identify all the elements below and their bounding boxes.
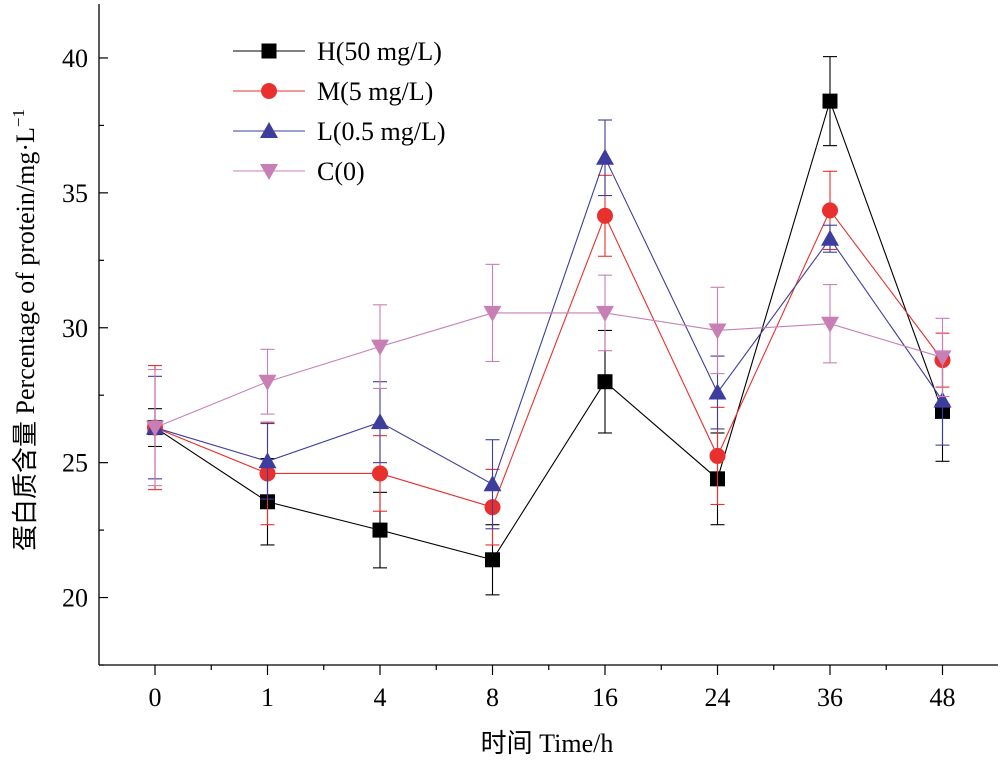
- data-point-m-5-mg-l-24: [709, 447, 726, 464]
- x-axis: 0 1 4 8 16 24 36 48: [149, 665, 956, 712]
- data-point-l-0-5-mg-l-24: [708, 383, 727, 400]
- y-tick-label-20: 20: [62, 584, 88, 613]
- y-axis-title: 蛋白质含量 Percentage of protein/mg·L−1: [9, 109, 40, 551]
- data-point-h-50-mg-l-4: [372, 522, 388, 538]
- series-l-0-5-mg-l: [146, 119, 952, 530]
- data-point-c-0-0: [146, 420, 164, 437]
- legend-marker-m-5-mg-l: [261, 83, 277, 99]
- legend-label-c-0: C(0): [317, 157, 365, 186]
- legend-item-l-0-5-mg-l: L(0.5 mg/L): [233, 117, 446, 146]
- y-axis: 20 25 30 35 40: [62, 44, 108, 666]
- x-tick-label-8: 8: [486, 683, 499, 712]
- x-tick-label-1: 1: [261, 683, 274, 712]
- data-point-c-0-8: [483, 305, 502, 322]
- legend-label-l-0-5-mg-l: L(0.5 mg/L): [317, 117, 446, 146]
- data-point-m-5-mg-l-16: [597, 207, 613, 224]
- x-tick-label-16: 16: [592, 683, 618, 712]
- y-tick-label-35: 35: [62, 179, 88, 208]
- y-tick-label-40: 40: [62, 44, 88, 73]
- y-axis-title-main: 蛋白质含量 Percentage of protein/mg·L: [11, 127, 40, 551]
- data-point-c-0-36: [821, 316, 839, 333]
- data-point-c-0-48: [933, 350, 952, 367]
- data-point-l-0-5-mg-l-48: [933, 391, 952, 408]
- data-point-m-5-mg-l-4: [372, 465, 388, 482]
- data-point-c-0-24: [708, 323, 727, 340]
- data-point-h-50-mg-l-8: [485, 552, 500, 568]
- data-point-l-0-5-mg-l-16: [596, 148, 614, 165]
- x-tick-label-48: 48: [930, 683, 956, 712]
- legend-item-c-0: C(0): [233, 157, 365, 186]
- x-tick-label-36: 36: [817, 683, 843, 712]
- data-point-m-5-mg-l-36: [822, 202, 838, 219]
- legend-item-h-50-mg-l: H(50 mg/L): [233, 37, 442, 66]
- data-point-h-50-mg-l-36: [822, 93, 838, 109]
- series-h-50-mg-l: [147, 56, 950, 596]
- x-tick-label-0: 0: [149, 683, 162, 712]
- series-layer: [146, 56, 952, 596]
- series-line-h-50-mg-l: [154, 99, 944, 561]
- legend-item-m-5-mg-l: M(5 mg/L): [233, 77, 433, 106]
- legend-label-h-50-mg-l: H(50 mg/L): [317, 37, 442, 66]
- data-point-l-0-5-mg-l-8: [483, 475, 502, 492]
- legend-marker-l-0-5-mg-l: [260, 122, 278, 138]
- data-point-h-50-mg-l-16: [597, 374, 613, 390]
- legend-marker-h-50-mg-l: [261, 43, 277, 59]
- x-tick-label-24: 24: [705, 683, 731, 712]
- series-line-m-5-mg-l: [154, 209, 943, 508]
- data-point-c-0-16: [596, 305, 614, 322]
- y-axis-title-superscript: −1: [9, 109, 28, 127]
- data-point-l-0-5-mg-l-36: [821, 229, 839, 246]
- legend: H(50 mg/L) M(5 mg/L) L(0.5 mg/L) C(0): [233, 37, 446, 186]
- data-point-c-0-1: [258, 374, 277, 391]
- series-c-0: [146, 263, 952, 487]
- y-tick-label-30: 30: [62, 314, 88, 343]
- x-axis-title: 时间 Time/h: [481, 729, 614, 758]
- y-tick-label-25: 25: [62, 449, 88, 478]
- data-point-l-0-5-mg-l-4: [371, 413, 389, 430]
- x-tick-label-4: 4: [374, 683, 387, 712]
- data-point-c-0-4: [371, 339, 389, 356]
- series-line-l-0-5-mg-l: [154, 156, 943, 486]
- legend-marker-c-0: [260, 164, 278, 180]
- legend-label-m-5-mg-l: M(5 mg/L): [317, 77, 433, 106]
- plot-frame: [98, 4, 998, 666]
- data-point-l-0-5-mg-l-1: [258, 452, 277, 469]
- series-line-c-0: [154, 312, 943, 429]
